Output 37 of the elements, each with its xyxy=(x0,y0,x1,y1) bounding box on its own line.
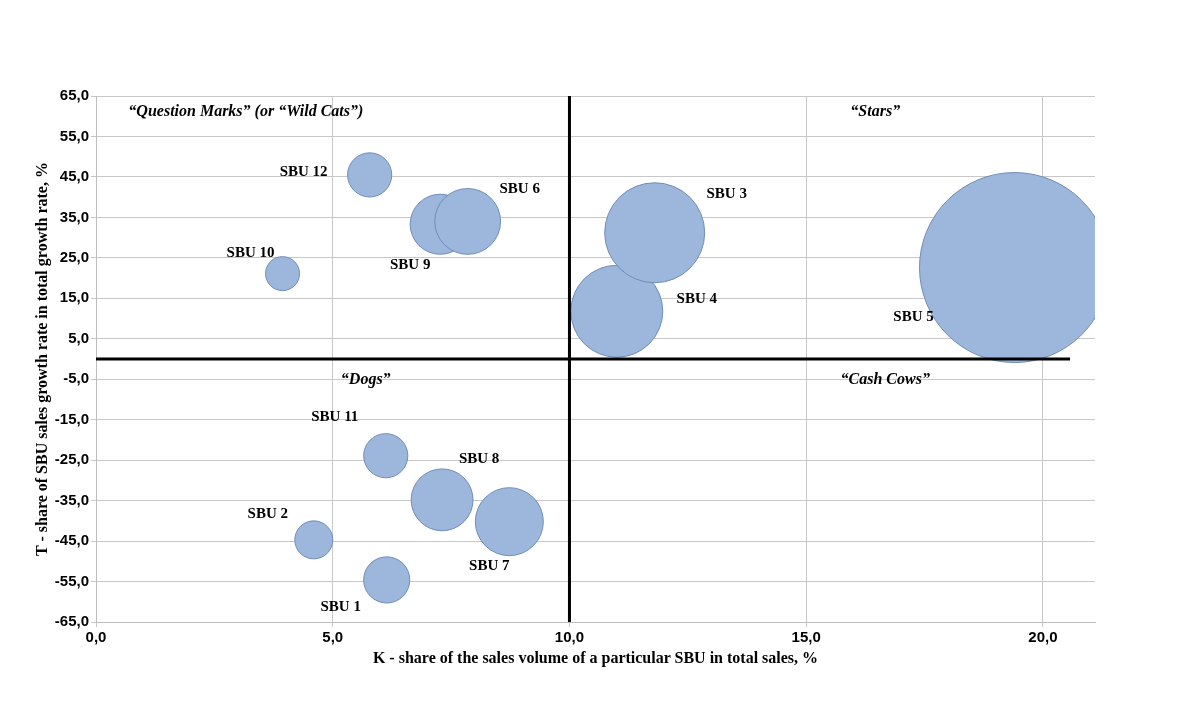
series-label: SBU 1 xyxy=(320,597,361,614)
series-label: SBU 9 xyxy=(389,256,431,273)
series-label: SBU 6 xyxy=(499,180,541,197)
series-label: SBU 12 xyxy=(279,162,328,179)
series-label: SBU 4 xyxy=(676,290,718,307)
series-label: SBU 5 xyxy=(893,308,934,325)
x-tick-label: 15,0 xyxy=(791,628,821,646)
series-label: SBU 8 xyxy=(458,449,500,466)
series-label: SBU 7 xyxy=(469,556,511,573)
y-tick-label: -45,0 xyxy=(54,531,89,549)
x-tick-label: 10,0 xyxy=(554,628,585,646)
x-tick-label: 5,0 xyxy=(322,628,344,646)
series-label: SBU 3 xyxy=(706,184,747,201)
y-tick-label: -35,0 xyxy=(54,490,89,508)
x-axis-title: K - share of the sales volume of a particular SBU in total sales, % xyxy=(372,648,819,667)
annotation: “Dogs” xyxy=(340,370,391,389)
y-tick-label: 55,0 xyxy=(59,126,89,144)
series-label: SBU 10 xyxy=(226,243,275,260)
series-label: SBU 11 xyxy=(311,407,359,424)
y-tick-label: -5,0 xyxy=(63,369,89,387)
y-tick-label: 5,0 xyxy=(68,328,89,346)
y-tick-label: 25,0 xyxy=(59,247,89,265)
y-tick-label: 65,0 xyxy=(59,86,89,104)
y-tick-label: -55,0 xyxy=(54,571,89,589)
y-tick-label: 45,0 xyxy=(59,167,89,185)
series-label: SBU 2 xyxy=(247,504,289,521)
y-tick-label: 35,0 xyxy=(59,207,89,225)
y-tick-label: -15,0 xyxy=(54,409,89,427)
y-axis-title: T - share of SBU sales growth rate in total growth rate, % xyxy=(33,162,52,556)
y-tick-label: -25,0 xyxy=(54,450,89,468)
x-tick-label: 0,0 xyxy=(85,628,107,646)
annotation: “Cash Cows” xyxy=(840,370,930,388)
y-tick-label: 15,0 xyxy=(59,288,89,306)
y-tick-label: -65,0 xyxy=(54,612,89,630)
annotation: “Stars” xyxy=(850,101,901,119)
annotation: “Question Marks” (or “Wild Cats”) xyxy=(128,101,364,120)
x-tick-label: 20,0 xyxy=(1028,628,1058,646)
